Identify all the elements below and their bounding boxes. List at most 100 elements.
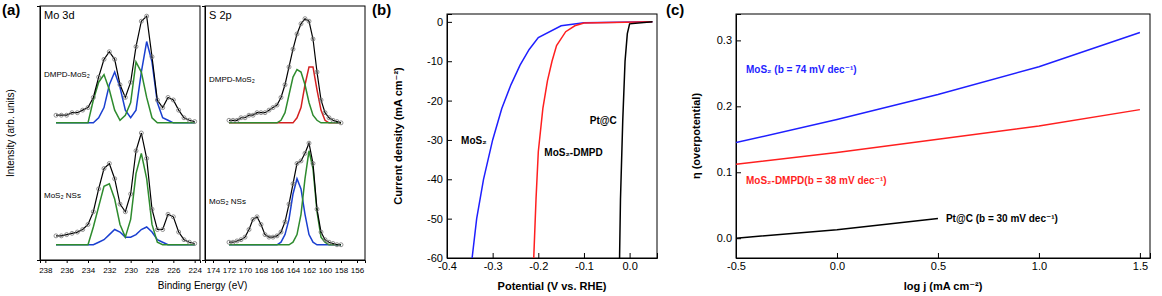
tick-mark <box>293 260 294 263</box>
data-point <box>231 118 235 122</box>
data-point <box>59 113 63 117</box>
data-point <box>97 75 101 79</box>
tick: 0.0 <box>830 253 845 272</box>
data-point <box>311 161 315 165</box>
data-point <box>123 95 127 99</box>
panel: -0.4-0.3-0.2-0.10.00-10-20-30-40-50-60Mo… <box>372 1 658 292</box>
tick: 166 <box>271 260 285 275</box>
tick: 158 <box>335 260 349 275</box>
tick-label: -0.5 <box>727 260 746 272</box>
tick-label: -30 <box>427 134 443 146</box>
data-point <box>187 118 191 122</box>
data-point <box>243 116 247 120</box>
data-point <box>97 187 101 191</box>
data-point <box>54 234 58 238</box>
data-point <box>155 98 159 102</box>
tick-mark <box>630 253 631 258</box>
series-line <box>620 22 653 258</box>
x-axis: -0.4-0.3-0.2-0.10.0 <box>438 253 657 272</box>
data-point <box>177 108 181 112</box>
data-point <box>287 202 291 206</box>
tick: 232 <box>103 260 117 275</box>
panel: -0.50.00.51.01.50.00.10.20.3MoS₂ (b = 74… <box>666 1 1151 292</box>
data-point <box>307 19 311 23</box>
data-point <box>235 239 239 243</box>
data-point <box>155 228 159 232</box>
subtitle: S 2p <box>209 9 232 21</box>
data-point <box>335 243 339 247</box>
y-axis-title: Intensity (arb. units) <box>5 89 16 177</box>
tick-label: 224 <box>188 266 202 275</box>
tick: 1.0 <box>1032 253 1047 272</box>
tick-mark <box>447 22 452 23</box>
axis-line <box>737 15 742 259</box>
data-point <box>113 57 117 61</box>
x-axis-title: Potential (V vs. RHE) <box>498 280 607 292</box>
tick-mark <box>447 61 452 62</box>
tick-label: -10 <box>427 55 443 67</box>
tick-mark <box>325 260 326 263</box>
plot-frame <box>447 14 657 258</box>
tick-mark <box>341 260 342 263</box>
data-point <box>102 167 106 171</box>
data-point <box>193 120 197 124</box>
data-point <box>91 95 95 99</box>
y-axis <box>37 7 41 261</box>
data-point <box>247 113 251 117</box>
data-point <box>267 108 271 112</box>
tick: 224 <box>188 260 202 275</box>
tick-label: 174 <box>207 266 221 275</box>
tick-label: -50 <box>427 213 443 225</box>
tick-label: 170 <box>239 266 253 275</box>
data-point <box>187 240 191 244</box>
data-point <box>279 95 283 99</box>
data-point <box>86 222 90 226</box>
data-point <box>171 98 175 102</box>
data-point <box>331 241 335 245</box>
tick-label: 230 <box>124 266 138 275</box>
tick-label: 0.5 <box>931 260 946 272</box>
plot-frame <box>40 6 200 260</box>
data-point <box>129 80 133 84</box>
data-point <box>171 215 175 219</box>
x-axis: 174172170168166164162160158156 <box>206 260 366 275</box>
tick-label: 0.1 <box>717 166 732 178</box>
tick: 0 <box>437 16 452 28</box>
data-point <box>65 113 69 117</box>
tick: 0.5 <box>931 253 946 272</box>
tick: -0.3 <box>484 253 503 272</box>
y-axis <box>202 7 206 261</box>
data-point <box>118 202 122 206</box>
panel-label: (c) <box>666 1 684 18</box>
tick-label: 0.3 <box>717 34 732 46</box>
plot-area <box>54 14 197 245</box>
data-point <box>235 118 239 122</box>
y-axis-title: Current density (mA cm⁻²) <box>392 67 404 205</box>
y-axis: 0.00.10.20.3 <box>717 15 741 259</box>
series-labels: MoS₂MoS₂-DMPDPt@C <box>461 115 617 157</box>
tick-label: 228 <box>146 266 160 275</box>
data-point <box>59 234 63 238</box>
data-point <box>259 111 263 115</box>
tick-mark <box>109 260 110 263</box>
tick-label: 162 <box>303 266 317 275</box>
tick-label: 232 <box>103 266 117 275</box>
tick: -0.1 <box>575 253 594 272</box>
series-label: MoS₂ (b = 74 mV dec⁻¹) <box>746 64 857 75</box>
data-point <box>134 45 138 49</box>
x-axis-title: Binding Energy (eV) <box>158 280 248 291</box>
data-point <box>145 156 149 160</box>
data-point <box>182 238 186 242</box>
tick-mark <box>736 172 741 173</box>
tick-mark <box>938 253 939 258</box>
series-line <box>736 110 1140 165</box>
panel: 174172170168166164162160158156DMPD-MoS₂M… <box>202 6 366 275</box>
data-point <box>299 159 303 163</box>
tick: 228 <box>146 260 160 275</box>
tick-label: 164 <box>287 266 301 275</box>
data-point <box>139 19 143 23</box>
data-point <box>182 116 186 120</box>
x-axis: 238236234232230228226224 <box>39 260 202 275</box>
data-point <box>259 222 263 226</box>
plot-frame <box>205 6 365 260</box>
